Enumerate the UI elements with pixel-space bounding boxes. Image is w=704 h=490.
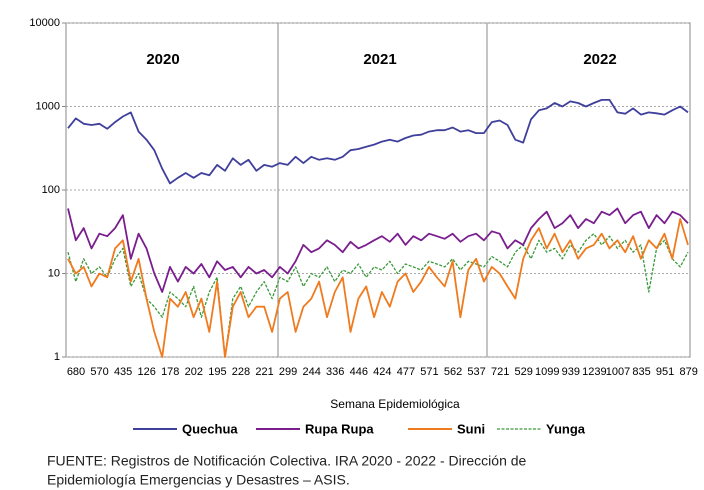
source-note: FUENTE: Registros de Notificación Colect… [47, 453, 527, 469]
x-tick-label: 244 [302, 366, 320, 378]
legend-label: Suni [457, 421, 485, 436]
x-tick-label: 228 [232, 366, 250, 378]
y-tick-label: 1 [54, 351, 60, 363]
series-line [67, 99, 689, 185]
x-tick-label: 570 [90, 366, 108, 378]
x-tick-label: 1007 [606, 366, 630, 378]
x-tick-label: 835 [632, 366, 650, 378]
legend-label: Rupa Rupa [305, 421, 374, 436]
x-tick-label: 424 [373, 366, 391, 378]
x-axis-title: Semana Epidemiológica [330, 397, 460, 411]
year-label: 2020 [146, 51, 179, 68]
x-tick-label: 435 [114, 366, 132, 378]
x-tick-label: 939 [562, 366, 580, 378]
y-tick-label: 100 [42, 184, 60, 196]
x-tick-label: 951 [656, 366, 674, 378]
year-label: 2021 [363, 51, 396, 68]
x-tick-label: 1239 [582, 366, 606, 378]
x-tick-label: 477 [397, 366, 415, 378]
y-tick-label: 10 [48, 267, 60, 279]
x-tick-label: 879 [679, 366, 697, 378]
x-tick-label: 571 [420, 366, 438, 378]
x-tick-label: 721 [491, 366, 509, 378]
x-tick-label: 336 [326, 366, 344, 378]
x-tick-label: 299 [279, 366, 297, 378]
legend-label: Quechua [182, 421, 238, 436]
x-tick-label: 446 [350, 366, 368, 378]
y-tick-label: 10000 [29, 17, 60, 29]
x-tick-label: 126 [138, 366, 156, 378]
x-tick-label: 195 [208, 366, 226, 378]
x-tick-label: 680 [67, 366, 85, 378]
x-tick-label: 178 [161, 366, 179, 378]
x-tick-label: 1099 [535, 366, 559, 378]
year-label: 2022 [583, 51, 616, 68]
x-tick-label: 537 [467, 366, 485, 378]
x-tick-label: 221 [255, 366, 273, 378]
series-line [67, 218, 689, 358]
legend-label: Yunga [546, 421, 586, 436]
series-line [67, 233, 689, 358]
x-tick-label: 529 [515, 366, 533, 378]
series-line [67, 207, 689, 293]
x-tick-label: 202 [185, 366, 203, 378]
x-tick-label: 562 [444, 366, 462, 378]
y-tick-label: 1000 [36, 100, 60, 112]
source-note: Epidemiología Emergencias y Desastres – … [47, 472, 350, 488]
